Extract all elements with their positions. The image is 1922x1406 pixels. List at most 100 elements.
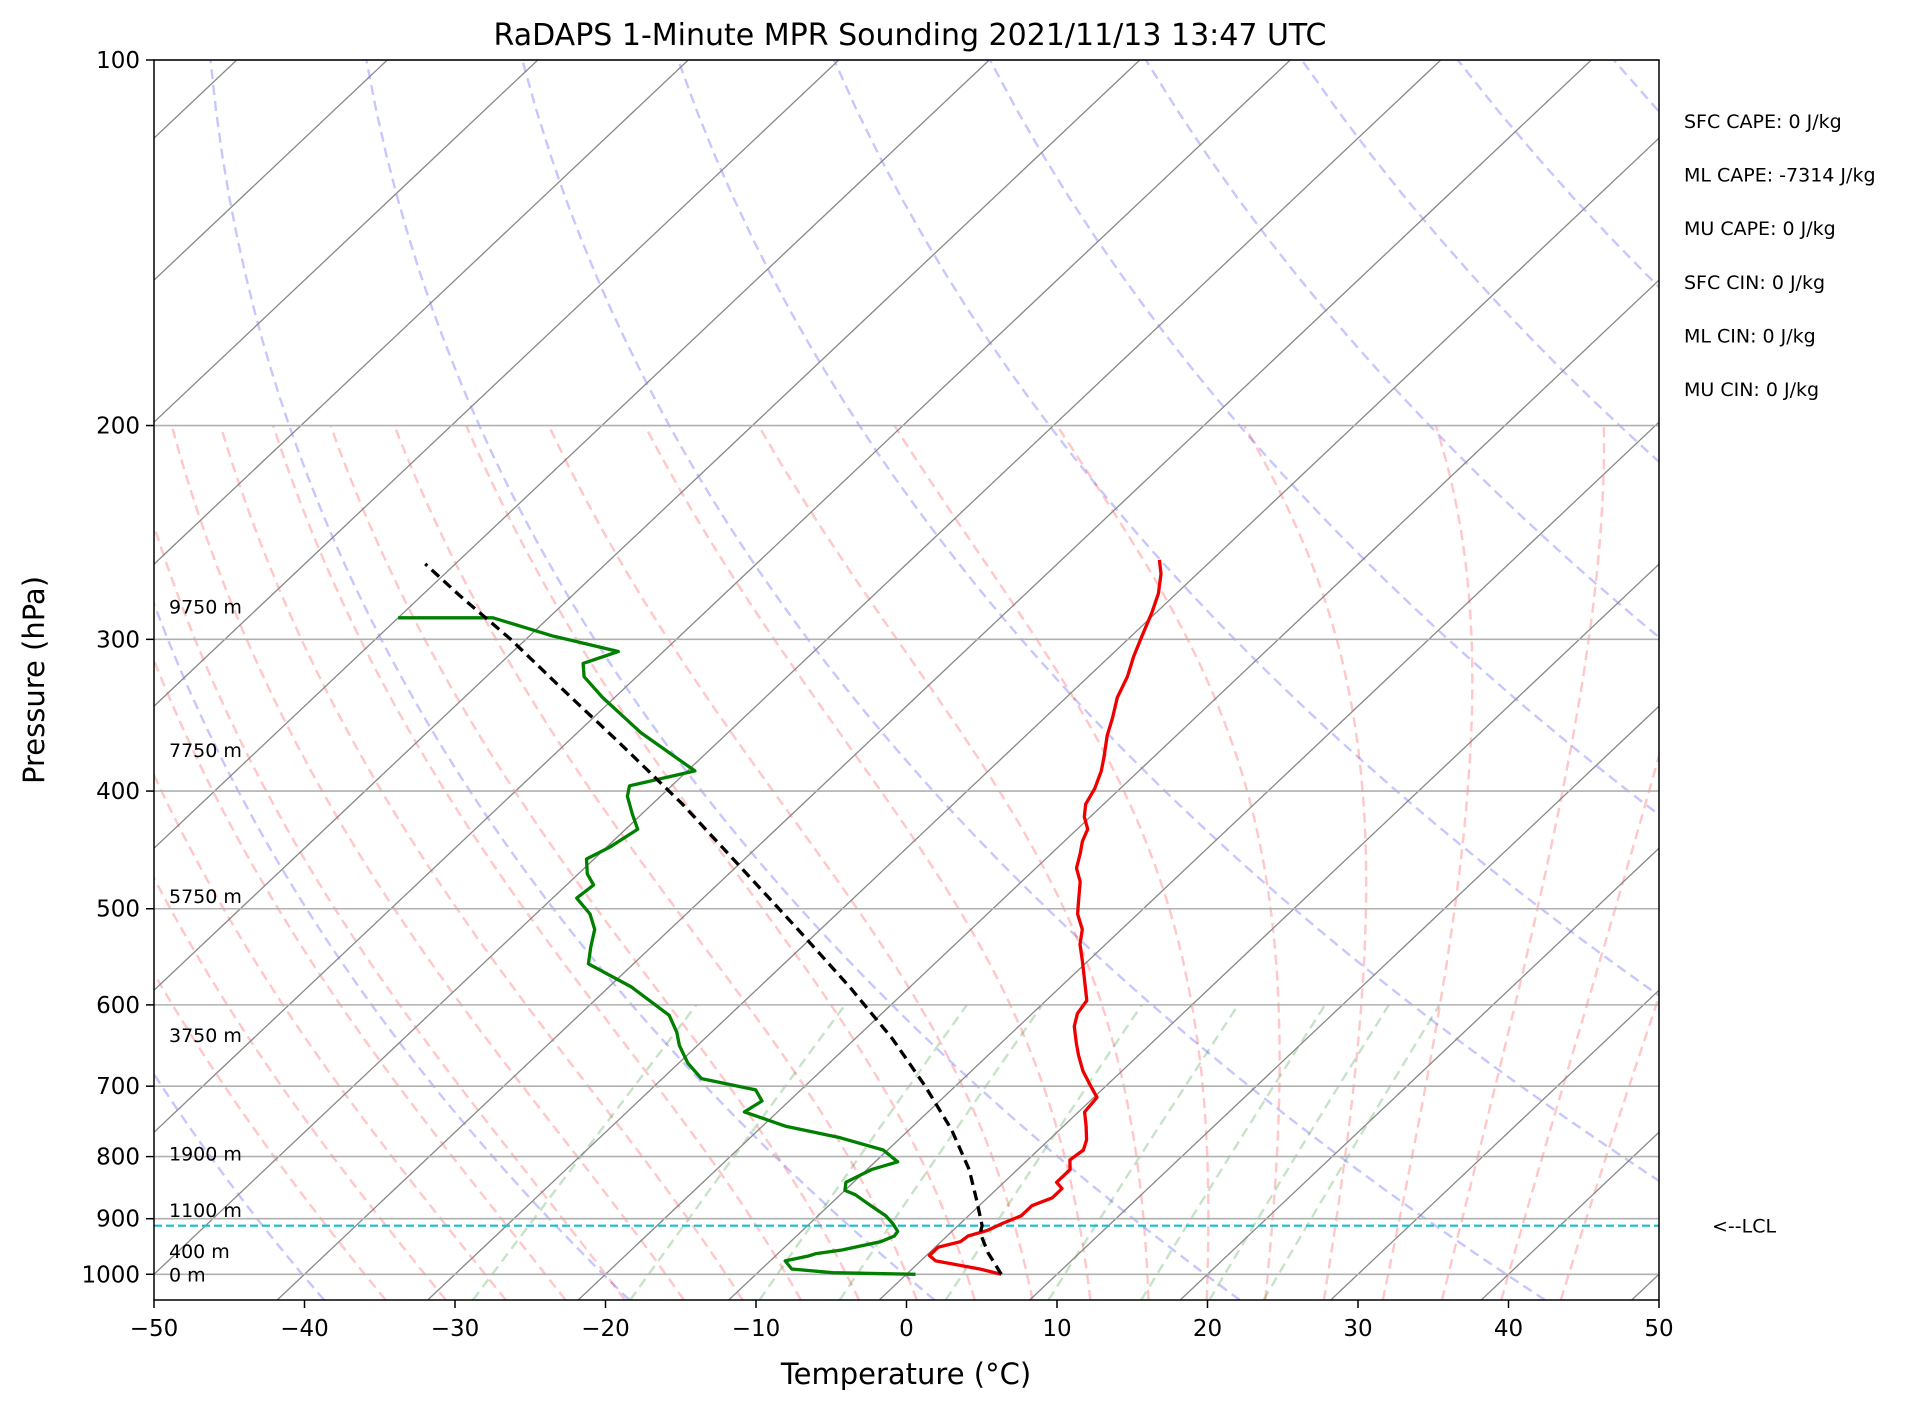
moist-adiabat bbox=[465, 425, 976, 1300]
height-label: 400 m bbox=[169, 1241, 230, 1263]
isotherm bbox=[1631, 1273, 1659, 1300]
y-tick-label: 200 bbox=[96, 414, 140, 440]
index-label: MU CAPE: 0 J/kg bbox=[1684, 218, 1836, 240]
moist-adiabat bbox=[154, 656, 567, 1300]
moist-adiabat bbox=[757, 424, 1150, 1300]
series-dewpoint bbox=[398, 616, 916, 1276]
moist-adiabat bbox=[272, 425, 802, 1300]
moist-adiabat bbox=[1440, 425, 1606, 1300]
height-label: 5750 m bbox=[169, 886, 242, 908]
moist-adiabat bbox=[154, 875, 447, 1300]
mixing-ratio-line bbox=[1047, 1004, 1240, 1300]
moist-adiabat bbox=[329, 425, 861, 1300]
isotherm bbox=[154, 60, 1291, 1134]
mixing-ratio-line bbox=[471, 1004, 698, 1300]
moist-adiabat bbox=[154, 772, 507, 1300]
series-temperature bbox=[927, 559, 1163, 1276]
dry-adiabat bbox=[365, 60, 1241, 1300]
x-tick-label: 30 bbox=[1343, 1316, 1372, 1342]
height-label: 3750 m bbox=[169, 1025, 242, 1047]
x-tick-label: −40 bbox=[280, 1316, 329, 1342]
moist-adiabat bbox=[643, 424, 1092, 1300]
moist-adiabat bbox=[1055, 424, 1281, 1300]
mixing-ratio-line bbox=[1262, 1004, 1441, 1300]
isotherm bbox=[276, 60, 1592, 1300]
dry-adiabat bbox=[521, 60, 1546, 1300]
x-tick-label: 20 bbox=[1193, 1316, 1222, 1342]
lcl-label: <--LCL bbox=[1712, 1216, 1776, 1238]
mixing-ratio-line bbox=[1140, 1004, 1327, 1300]
x-tick-label: 10 bbox=[1042, 1316, 1071, 1342]
pressure-gridlines bbox=[154, 59, 1659, 1276]
chart-title: RaDAPS 1-Minute MPR Sounding 2021/11/13 … bbox=[494, 18, 1327, 53]
x-axis-label: Temperature (°C) bbox=[780, 1357, 1031, 1391]
isotherm bbox=[878, 563, 1659, 1300]
height-label: 9750 m bbox=[169, 597, 242, 619]
isotherm bbox=[427, 137, 1659, 1300]
plot-frame bbox=[153, 59, 1660, 1301]
isotherm bbox=[154, 60, 990, 850]
index-label: ML CAPE: -7314 J/kg bbox=[1684, 165, 1876, 187]
moist-adiabat bbox=[154, 522, 626, 1300]
moist-adiabat bbox=[393, 425, 919, 1300]
y-tick-label: 300 bbox=[96, 627, 140, 653]
x-axis-ticks: −50 −40 −30 −20 −10 0 10 20 30 40 50 bbox=[130, 1300, 1674, 1342]
mixing-ratio-line bbox=[838, 1004, 1044, 1300]
dry-adiabat bbox=[154, 600, 631, 1300]
index-label: SFC CAPE: 0 J/kg bbox=[1684, 111, 1842, 133]
x-tick-label: 50 bbox=[1644, 1316, 1673, 1342]
x-tick-label: −30 bbox=[431, 1316, 480, 1342]
series-parcel bbox=[424, 562, 1003, 1276]
x-tick-label: 40 bbox=[1494, 1316, 1523, 1342]
y-tick-label: 700 bbox=[96, 1074, 140, 1100]
y-axis-label: Pressure (hPa) bbox=[17, 576, 51, 784]
isotherm bbox=[154, 60, 388, 282]
index-label: SFC CIN: 0 J/kg bbox=[1684, 272, 1825, 294]
isotherm bbox=[154, 60, 840, 708]
y-tick-label: 100 bbox=[96, 48, 140, 74]
background-lines bbox=[154, 60, 1922, 1300]
moist-adiabat bbox=[1559, 992, 1659, 1300]
isotherm bbox=[728, 421, 1659, 1300]
y-tick-label: 600 bbox=[96, 993, 140, 1019]
moist-adiabat bbox=[154, 971, 387, 1300]
x-tick-label: −50 bbox=[130, 1316, 179, 1342]
isotherm bbox=[1029, 705, 1659, 1300]
isotherm bbox=[154, 60, 689, 566]
isotherm bbox=[154, 60, 1141, 992]
y-axis-ticks: 100 200 300 400 500 600 700 800 900 1000 bbox=[81, 48, 154, 1288]
isotherm bbox=[154, 60, 1442, 1276]
y-tick-label: 1000 bbox=[81, 1262, 140, 1288]
dry-adiabat bbox=[1612, 60, 1659, 114]
moist-adiabat bbox=[170, 425, 685, 1300]
height-label: 7750 m bbox=[169, 740, 242, 762]
stability-indices: SFC CAPE: 0 J/kg ML CAPE: -7314 J/kg MU CA… bbox=[1684, 111, 1876, 401]
isotherm bbox=[577, 279, 1659, 1300]
isotherm bbox=[1480, 1131, 1659, 1300]
height-label: 1900 m bbox=[169, 1143, 242, 1165]
isotherm bbox=[154, 60, 539, 424]
moist-adiabat bbox=[1381, 425, 1474, 1300]
moist-adiabat bbox=[893, 424, 1210, 1300]
moist-adiabat bbox=[1243, 424, 1368, 1300]
y-tick-label: 900 bbox=[96, 1207, 140, 1233]
profile-lines bbox=[398, 559, 1163, 1276]
lcl-marker: <--LCL bbox=[154, 1216, 1776, 1238]
dry-adiabat bbox=[988, 60, 1659, 817]
x-tick-label: 0 bbox=[899, 1316, 914, 1342]
y-tick-label: 500 bbox=[96, 897, 140, 923]
x-tick-label: −10 bbox=[732, 1316, 781, 1342]
mixing-ratio-line bbox=[944, 1004, 1143, 1300]
isotherm bbox=[1179, 847, 1659, 1300]
mixing-ratio-line bbox=[758, 1004, 968, 1300]
mixing-ratio-line bbox=[629, 1004, 846, 1300]
dry-adiabat bbox=[1770, 60, 1922, 1300]
isotherm bbox=[1330, 989, 1659, 1300]
mixing-ratio-line bbox=[1208, 1004, 1390, 1300]
height-label: 1100 m bbox=[169, 1200, 242, 1222]
x-tick-label: −20 bbox=[581, 1316, 630, 1342]
y-tick-label: 800 bbox=[96, 1145, 140, 1171]
height-label: 0 m bbox=[169, 1264, 206, 1286]
